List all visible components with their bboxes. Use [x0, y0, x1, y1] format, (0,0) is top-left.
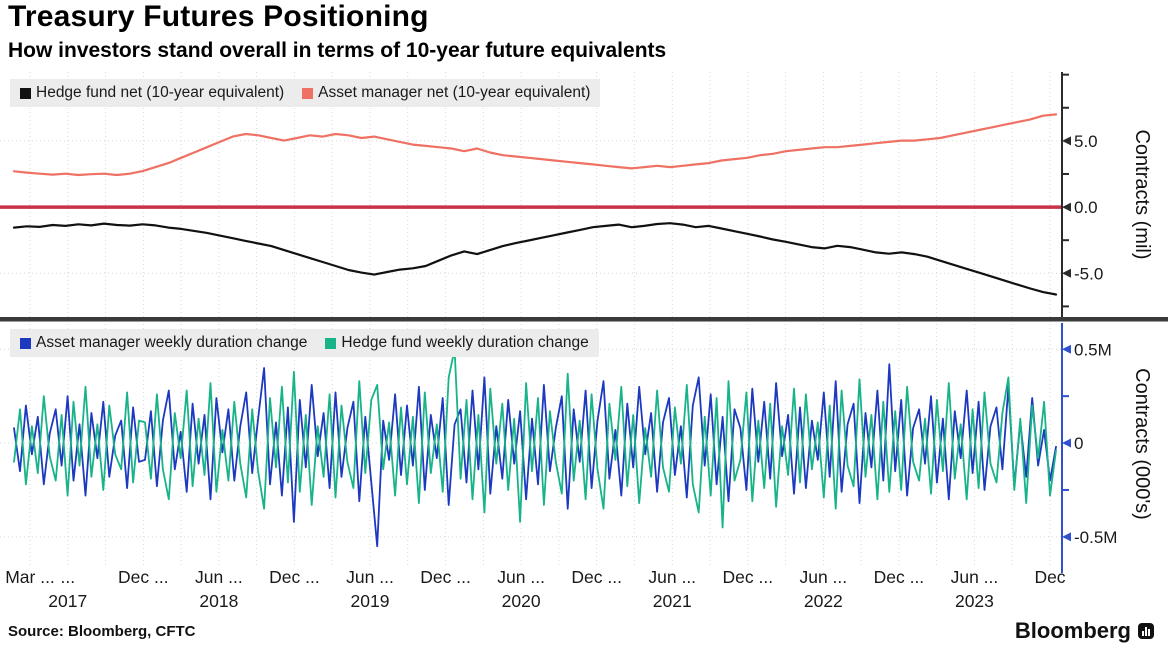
y-tick-label: -5.0 [1074, 264, 1103, 283]
y-tick-label: -0.5M [1074, 528, 1117, 547]
hedge-fund-weekly-duration-change-line [13, 348, 1057, 529]
panel-separator [0, 317, 1168, 322]
legend-item-hedge-fund-net: Hedge fund net (10-year equivalent) [20, 84, 284, 102]
x-tick-label: Dec ... [118, 567, 169, 587]
hedge-fund-net-10-year-equivalent-line [12, 222, 1058, 296]
x-tick-label: Dec ... [722, 567, 773, 587]
x-tick-label: Jun ... [346, 567, 394, 587]
legend-label: Hedge fund weekly duration change [341, 334, 589, 351]
top-panel-legend: Hedge fund net (10-year equivalent) Asse… [10, 79, 601, 107]
page-title: Treasury Futures Positioning [8, 0, 429, 33]
legend-label: Asset manager net (10-year equivalent) [318, 84, 591, 101]
x-tick-label: Dec ... [571, 567, 622, 587]
y-tick-label: 0 [1074, 434, 1083, 453]
asset-manager-weekly-swatch-icon [20, 337, 31, 349]
x-year-label: 2023 [955, 591, 994, 611]
asset-manager-net-swatch-icon [302, 87, 314, 99]
bottom-panel-legend: Asset manager weekly duration change Hed… [10, 329, 599, 357]
y-axis-title: Contracts (mil) [1131, 129, 1153, 259]
x-tick-label: Dec ... [420, 567, 471, 587]
x-tick-label: Dec ... [269, 567, 320, 587]
y-major-tick [1062, 532, 1071, 542]
x-tick-label: Jun ... [497, 567, 545, 587]
y-major-tick [1062, 136, 1071, 146]
y-major-tick [1062, 344, 1071, 354]
y-major-tick [1062, 202, 1071, 212]
y-axis-title: Contracts (000's) [1131, 368, 1153, 520]
x-year-label: 2017 [48, 591, 87, 611]
x-year-label: 2022 [804, 591, 843, 611]
bloomberg-logo-icon [1138, 623, 1154, 639]
legend-label: Hedge fund net (10-year equivalent) [36, 84, 285, 101]
y-major-tick [1062, 268, 1071, 278]
hedge-fund-net-swatch-icon [20, 87, 31, 99]
legend-item-hedge-fund-weekly: Hedge fund weekly duration change [325, 334, 589, 352]
y-tick-label: 5.0 [1074, 132, 1098, 151]
x-tick-label: Jun ... [799, 567, 847, 587]
x-tick-label: Dec ... [874, 567, 925, 587]
y-tick-label: 0.0 [1074, 198, 1098, 217]
y-tick-label: 0.5M [1074, 340, 1112, 359]
x-year-label: 2021 [653, 591, 692, 611]
x-tick-label: Mar ... [5, 567, 55, 587]
bloomberg-wordmark: Bloomberg [1014, 618, 1131, 643]
asset-manager-weekly-duration-change-line [13, 363, 1057, 548]
source-credit: Source: Bloomberg, CFTC [8, 623, 196, 640]
legend-item-asset-manager-net: Asset manager net (10-year equivalent) [302, 84, 590, 102]
x-tick-label: Jun ... [951, 567, 999, 587]
hedge-fund-weekly-swatch-icon [325, 337, 337, 349]
asset-manager-net-10-year-equivalent-line [12, 113, 1058, 177]
x-year-label: 2018 [199, 591, 238, 611]
y-major-tick [1062, 438, 1071, 448]
x-year-label: 2019 [351, 591, 390, 611]
legend-label: Asset manager weekly duration change [36, 334, 308, 351]
x-tick-label: ... [60, 567, 75, 587]
page-subtitle: How investors stand overall in terms of … [8, 39, 667, 62]
bloomberg-brand: Bloomberg [1015, 618, 1154, 644]
x-tick-label: Dec [1034, 567, 1065, 587]
x-tick-label: Jun ... [648, 567, 696, 587]
x-tick-label: Jun ... [195, 567, 243, 587]
x-year-label: 2020 [502, 591, 541, 611]
legend-item-asset-manager-weekly: Asset manager weekly duration change [20, 334, 307, 352]
